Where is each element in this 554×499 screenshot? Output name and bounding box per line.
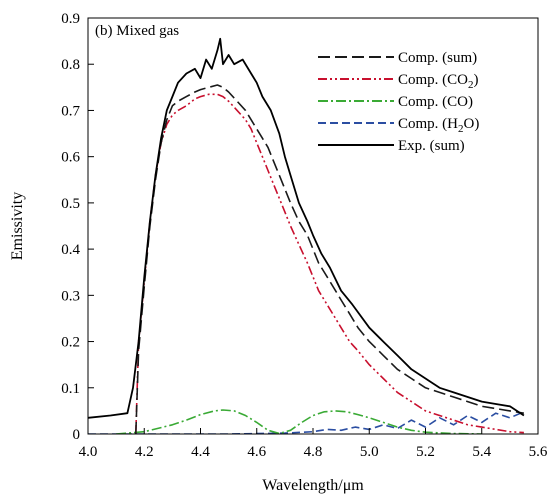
panel-label: (b) Mixed gas xyxy=(95,23,179,39)
y-tick-label: 0 xyxy=(73,427,81,443)
series-line xyxy=(88,37,525,419)
legend-entry-text: Comp. (sum) xyxy=(398,50,477,66)
y-tick-label: 0.7 xyxy=(61,103,80,119)
x-tick-label: 4.4 xyxy=(191,444,210,460)
x-tick-label: 4.0 xyxy=(79,444,98,460)
legend-entry-subscript: 2 xyxy=(458,123,464,135)
legend-entry-text: Comp. (CO xyxy=(398,72,468,88)
y-tick-label: 0.9 xyxy=(61,11,80,27)
legend-entry-text: Comp. (CO) xyxy=(398,94,473,110)
legend-entry: Comp. (H2O) xyxy=(398,116,479,135)
x-tick-label: 5.0 xyxy=(360,444,379,460)
series-layer xyxy=(88,37,525,434)
y-axis-title: Emissivity xyxy=(9,192,26,260)
y-tick-label: 0.6 xyxy=(61,150,80,166)
legend-entry-subscript: 2 xyxy=(468,79,474,91)
legend: Comp. (sum)Comp. (CO2)Comp. (CO)Comp. (H… xyxy=(318,50,479,154)
x-tick-label: 4.6 xyxy=(247,444,266,460)
x-tick-label: 5.6 xyxy=(529,444,548,460)
legend-entry-text: Exp. (sum) xyxy=(398,138,465,154)
series-line xyxy=(88,411,525,434)
legend-entry: Comp. (CO) xyxy=(398,94,473,110)
series-line xyxy=(135,84,525,434)
y-tick-label: 0.3 xyxy=(61,288,80,304)
legend-entry: Comp. (CO2) xyxy=(398,72,479,91)
x-tick-label: 4.8 xyxy=(304,444,323,460)
legend-entry-tail: ) xyxy=(474,72,479,88)
y-tick-label: 0.8 xyxy=(61,57,80,73)
y-tick-label: 0.4 xyxy=(61,242,80,258)
legend-entry-text: Comp. (H xyxy=(398,116,458,132)
y-tick-label: 0.1 xyxy=(61,381,80,397)
legend-entry: Exp. (sum) xyxy=(398,138,465,154)
legend-entry: Comp. (sum) xyxy=(398,50,477,66)
ticks-layer: 4.0 4.2 4.4 4.6 4.8 5.0 5.2 5.4 5.6 0 0.1 0.2 0.3 0.4… xyxy=(61,11,548,460)
series-line xyxy=(116,409,482,434)
x-tick-label: 4.2 xyxy=(135,444,154,460)
series-line xyxy=(135,93,524,434)
x-tick-label: 5.2 xyxy=(416,444,435,460)
x-axis-title: Wavelength/μm xyxy=(262,477,364,494)
y-tick-label: 0.2 xyxy=(61,335,80,351)
legend-entry-tail: O) xyxy=(464,116,480,132)
y-tick-label: 0.5 xyxy=(61,196,80,212)
x-tick-label: 5.4 xyxy=(472,444,491,460)
